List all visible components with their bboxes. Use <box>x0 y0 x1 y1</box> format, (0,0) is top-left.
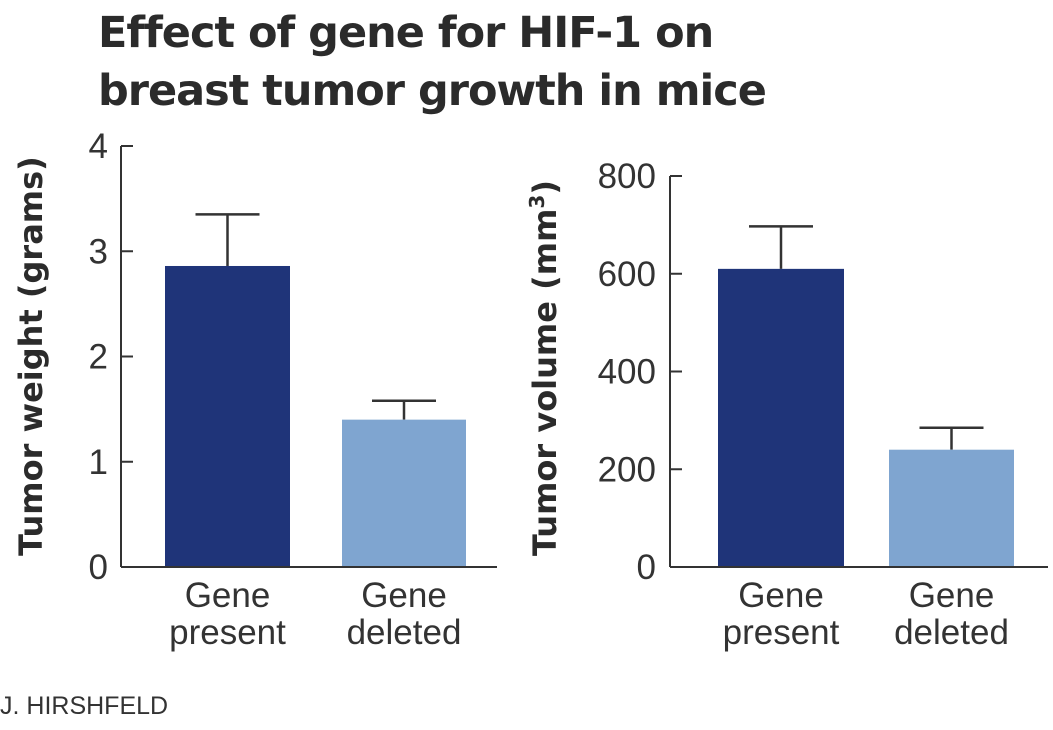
category-label: Gene <box>361 576 447 615</box>
category-label: present <box>169 613 286 652</box>
y-tick-label: 0 <box>89 548 108 587</box>
category-label: Gene <box>185 576 271 615</box>
y-axis-label: Tumor volume (mm3) <box>525 180 564 556</box>
y-tick-label: 0 <box>637 548 656 587</box>
y-tick-label: 800 <box>598 157 656 196</box>
title-line-2: breast tumor growth in mice <box>98 66 767 116</box>
y-tick-label: 1 <box>89 443 108 482</box>
y-axis-label-sup: 3 <box>525 195 549 209</box>
bar <box>718 268 844 567</box>
category-label: deleted <box>894 613 1009 652</box>
y-axis-label-close: ) <box>526 180 564 195</box>
bar <box>889 449 1014 567</box>
y-tick-label: 400 <box>598 353 656 392</box>
y-axis-label: Tumor weight (grams) <box>12 156 50 556</box>
title-line-1: Effect of gene for HIF-1 on <box>98 8 714 58</box>
category-label: Gene <box>909 576 995 615</box>
y-tick-label: 3 <box>89 232 108 271</box>
y-tick-label: 4 <box>89 127 108 166</box>
bar <box>342 419 466 567</box>
y-tick-label: 2 <box>89 338 108 377</box>
bar <box>165 265 290 567</box>
category-label: deleted <box>347 613 462 652</box>
y-tick-label: 200 <box>598 450 656 489</box>
chart-title: Effect of gene for HIF-1 on breast tumor… <box>98 4 767 120</box>
y-tick-label: 600 <box>598 255 656 294</box>
category-label: Gene <box>738 576 824 615</box>
y-axis-label-main: Tumor volume (mm <box>526 209 564 556</box>
credit: J. HIRSHFELD <box>0 692 169 720</box>
category-label: present <box>723 613 840 652</box>
